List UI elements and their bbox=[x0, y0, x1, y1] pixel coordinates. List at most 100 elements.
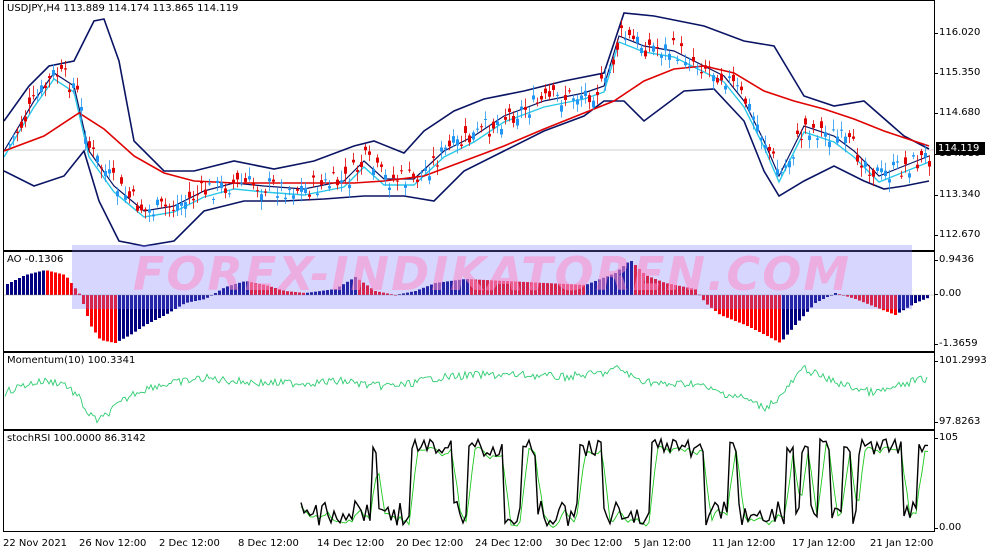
ao-bar bbox=[118, 295, 121, 341]
ao-bar bbox=[346, 281, 349, 295]
price-candle bbox=[796, 130, 799, 135]
price-candle bbox=[468, 135, 471, 143]
price-candle bbox=[640, 47, 643, 54]
price-chart-pane[interactable]: USDJPY,H4 113.889 114.174 113.865 114.11… bbox=[3, 0, 935, 251]
ao-bar bbox=[66, 277, 69, 295]
ao-bar bbox=[634, 265, 637, 295]
price-candle bbox=[72, 83, 75, 89]
ao-bar bbox=[770, 295, 773, 339]
ao-bar bbox=[542, 282, 545, 295]
ao-bar bbox=[246, 281, 249, 295]
price-candle bbox=[168, 206, 171, 208]
ao-bar bbox=[386, 293, 389, 295]
ao-bar bbox=[334, 289, 337, 295]
ao-bar bbox=[710, 295, 713, 308]
ao-bar bbox=[702, 295, 705, 301]
ao-bar bbox=[474, 279, 477, 295]
price-candle bbox=[264, 191, 267, 193]
ao-bar bbox=[194, 295, 197, 301]
momentum-line bbox=[4, 364, 928, 424]
price-candle bbox=[300, 186, 303, 192]
price-candle bbox=[56, 75, 59, 77]
ao-bar bbox=[446, 281, 449, 295]
ao-bar bbox=[810, 295, 813, 308]
ao-bar bbox=[430, 284, 433, 295]
price-candle bbox=[780, 172, 783, 174]
ao-bar bbox=[422, 287, 425, 295]
ao-bar bbox=[518, 281, 521, 295]
ao-bar bbox=[790, 295, 793, 330]
ao-bar bbox=[670, 284, 673, 295]
time-tick: 17 Jan 12:00 bbox=[792, 538, 856, 549]
ao-bar bbox=[38, 271, 41, 295]
ao-bar bbox=[378, 291, 381, 295]
price-candle bbox=[528, 114, 531, 118]
price-candle bbox=[304, 187, 307, 193]
price-candle bbox=[192, 198, 195, 201]
ao-bar bbox=[454, 280, 457, 295]
watermark-text: FOREX-INDIKATOREN.COM bbox=[132, 247, 852, 301]
ao-bar bbox=[18, 278, 21, 295]
time-tick: 2 Dec 12:00 bbox=[159, 538, 220, 549]
price-candle bbox=[848, 133, 851, 138]
ao-bar bbox=[834, 293, 837, 295]
price-candle bbox=[616, 42, 619, 50]
price-candle bbox=[540, 95, 543, 100]
ao-bar bbox=[350, 279, 353, 295]
price-candle bbox=[228, 193, 231, 195]
price-candle bbox=[740, 86, 743, 91]
ao-bar bbox=[470, 279, 473, 295]
ao-bar bbox=[658, 280, 661, 295]
ao-bar bbox=[206, 295, 209, 298]
ao-bar bbox=[550, 283, 553, 295]
price-candle bbox=[212, 198, 215, 200]
ao-bar bbox=[314, 291, 317, 295]
ao-bar bbox=[162, 295, 165, 316]
price-candle bbox=[244, 178, 247, 182]
price-candle bbox=[596, 91, 599, 96]
ao-bar bbox=[138, 295, 141, 329]
ao-bar bbox=[82, 295, 85, 304]
ao-bar bbox=[10, 282, 13, 295]
price-candle bbox=[896, 161, 899, 163]
ao-bar bbox=[326, 290, 329, 295]
time-tick: 26 Nov 12:00 bbox=[79, 538, 147, 549]
ao-bar bbox=[142, 295, 145, 327]
ao-indicator-pane[interactable]: AO -0.1306 bbox=[3, 251, 935, 352]
price-candle bbox=[592, 100, 595, 108]
ao-bar bbox=[890, 295, 893, 314]
price-candle bbox=[784, 165, 787, 168]
price-candle bbox=[508, 108, 511, 113]
price-candle bbox=[128, 191, 131, 198]
price-candle bbox=[748, 103, 751, 111]
ma-slow-line bbox=[4, 65, 930, 184]
stochrsi-indicator-pane[interactable]: stochRSI 100.0000 86.3142 bbox=[3, 430, 935, 532]
ao-bar bbox=[666, 283, 669, 295]
price-candle bbox=[32, 95, 35, 97]
price-candle bbox=[772, 151, 775, 154]
momentum-indicator-pane[interactable]: Momentum(10) 100.3341 bbox=[3, 352, 935, 430]
ao-bar bbox=[862, 295, 865, 303]
price-y-axis: 116.020 115.350 114.680 114.010 113.340 … bbox=[934, 0, 987, 251]
ao-bar bbox=[766, 295, 769, 337]
price-candle bbox=[840, 129, 843, 131]
price-candle bbox=[292, 195, 295, 199]
price-candle bbox=[664, 44, 667, 51]
price-candle bbox=[364, 146, 367, 151]
ao-bar bbox=[414, 291, 417, 295]
ao-bar bbox=[582, 284, 585, 295]
ao-bar bbox=[874, 295, 877, 307]
ema-fast-line bbox=[4, 41, 930, 218]
price-candle bbox=[236, 172, 239, 180]
ao-bar bbox=[54, 272, 57, 295]
price-candle bbox=[820, 121, 823, 128]
stochrsi-y-axis: 105 0.00 bbox=[934, 430, 987, 533]
time-tick: 30 Dec 12:00 bbox=[555, 538, 623, 549]
price-candle bbox=[344, 166, 347, 174]
ao-bar bbox=[86, 295, 89, 316]
stochrsi-tick: 0.00 bbox=[934, 522, 962, 533]
momentum-tick: 97.8263 bbox=[934, 416, 981, 427]
price-candle bbox=[104, 171, 107, 177]
ao-bar bbox=[590, 282, 593, 295]
price-candle bbox=[400, 170, 403, 172]
